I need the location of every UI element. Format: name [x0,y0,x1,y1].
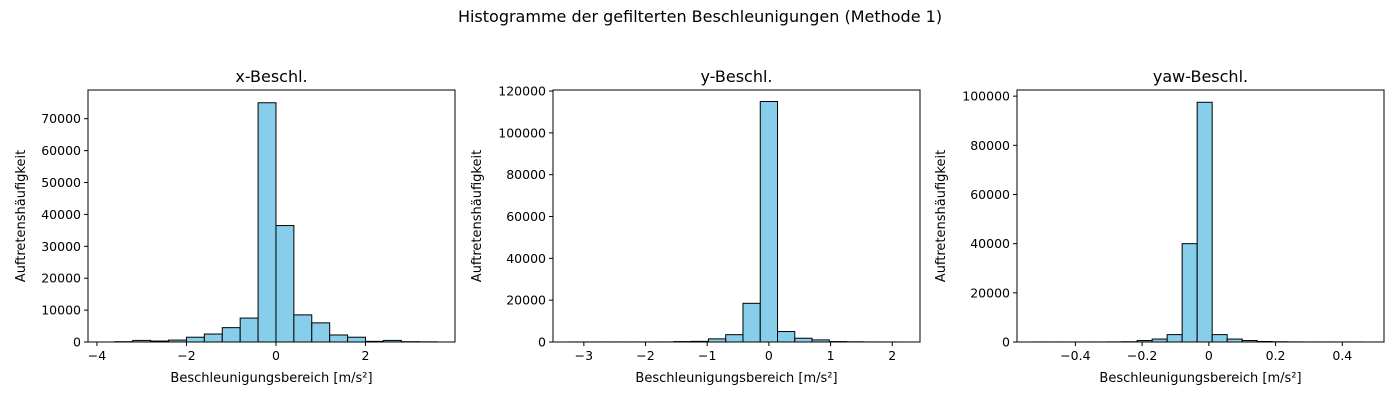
y-ticks: 0 10000 20000 30000 40000 50000 60000 70000 [41,111,88,350]
x-axis-label: Beschleunigungsbereich [m/s²] [170,371,372,386]
histogram-bar [329,334,349,343]
histogram-bar [725,334,744,343]
y-tick-label: 50000 [41,175,81,190]
histogram-bar [257,102,277,343]
x-ticks: −3 −2 −1 0 1 2 [575,342,896,363]
histogram-bar [742,302,761,343]
histogram-bar [1181,243,1198,343]
x-tick-label: 0.4 [1332,348,1352,363]
x-tick-label: 2 [362,348,370,363]
x-tick-label: 2 [888,348,896,363]
x-tick-label: 0 [1205,348,1213,363]
histogram-bar [203,333,223,343]
x-tick-label: −0.4 [1060,348,1090,363]
x-tick-label: −2 [636,348,654,363]
bars [1031,101,1363,343]
y-tick-label: 10000 [41,303,81,318]
plot-frame [1016,89,1385,343]
subplot-title: y-Beschl. [700,67,772,86]
y-tick-label: 40000 [41,207,81,222]
x-axis-label: Beschleunigungsbereich [m/s²] [635,371,837,386]
y-axis-label: Auftretenshäufigkeit [934,150,949,282]
y-tick-label: 0 [538,335,546,350]
y-tick-label: 120000 [498,84,546,99]
y-tick-label: 60000 [970,187,1010,202]
x-tick-label: −1 [698,348,716,363]
x-tick-label: 0 [272,348,280,363]
y-tick-label: 30000 [41,239,81,254]
y-tick-label: 80000 [506,167,546,182]
y-tick-label: 40000 [506,251,546,266]
x-tick-label: −3 [575,348,593,363]
y-tick-label: 70000 [41,111,81,126]
histogram-bar [221,327,241,343]
bars [114,102,438,343]
y-axis-label: Auftretenshäufigkeit [14,150,29,282]
y-tick-label: 60000 [41,143,81,158]
y-axis-label: Auftretenshäufigkeit [470,150,485,282]
x-tick-label: 0 [765,348,773,363]
subplot-y-accel: y-Beschl. −3 −2 −1 0 1 2 0 20000 40000 60000 8000… [470,67,921,386]
subplot-x-accel: x-Beschl. −4 −2 0 2 0 10000 20000 30000 40000 50… [14,67,456,386]
subplot-title: x-Beschl. [235,67,307,86]
y-tick-label: 80000 [970,138,1010,153]
bars [569,101,899,343]
x-axis-label: Beschleunigungsbereich [m/s²] [1099,371,1301,386]
y-tick-label: 20000 [970,285,1010,300]
x-tick-label: −4 [88,348,106,363]
histogram-bar [1196,101,1213,343]
histogram-bar [185,336,205,343]
plot-frame [87,89,456,343]
histogram-bar [239,317,259,343]
y-tick-label: 20000 [41,271,81,286]
x-tick-label: 1 [827,348,835,363]
y-ticks: 0 20000 40000 60000 80000 100000 [962,89,1017,350]
x-tick-label: 0.2 [1266,348,1286,363]
plot-frame [552,89,921,343]
histogram-bar [777,331,796,343]
histogram-bar [311,322,331,343]
y-tick-label: 60000 [506,209,546,224]
histogram-bar [293,314,313,343]
histogram-bar [275,225,295,343]
y-tick-label: 100000 [962,89,1010,104]
y-tick-label: 20000 [506,293,546,308]
histogram-bar [794,337,813,343]
y-tick-label: 0 [1002,335,1010,350]
y-ticks: 0 20000 40000 60000 80000 100000 120000 [498,84,553,350]
x-ticks: −4 −2 0 2 [88,342,370,363]
histogram-bar [759,101,779,343]
histogram-bar [1166,334,1183,343]
histogram-bar [347,336,366,343]
subplot-title: yaw-Beschl. [1153,67,1248,86]
histogram-bar [1211,334,1228,343]
x-tick-label: −0.2 [1127,348,1157,363]
x-tick-label: −2 [177,348,195,363]
x-ticks: −0.4 −0.2 0 0.2 0.4 [1060,342,1352,363]
subplot-yaw-accel: yaw-Beschl. −0.4 −0.2 0 0.2 0.4 0 20000 40000 6… [934,67,1385,386]
y-tick-label: 100000 [498,125,546,140]
y-tick-label: 0 [73,335,81,350]
y-tick-label: 40000 [970,236,1010,251]
figure-title: Histogramme der gefilterten Beschleunigu… [458,7,942,26]
